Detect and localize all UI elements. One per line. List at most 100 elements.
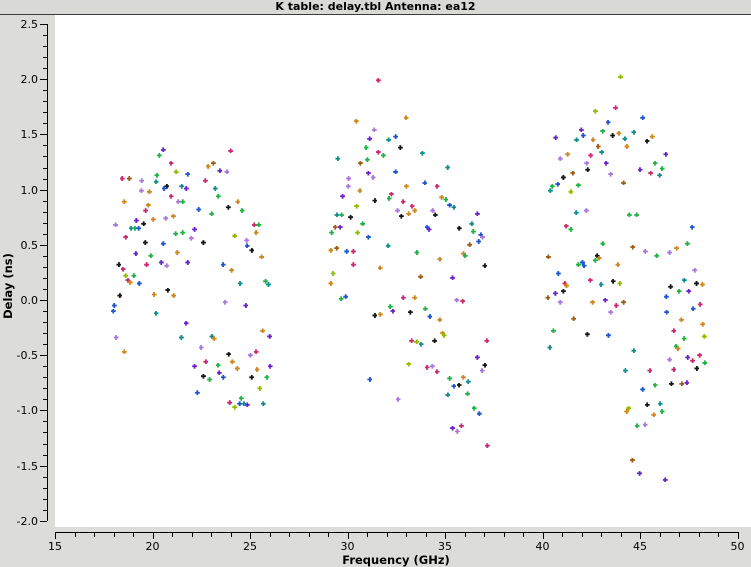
data-point bbox=[441, 332, 447, 338]
data-point bbox=[694, 280, 700, 286]
data-point bbox=[613, 303, 619, 309]
data-point bbox=[119, 176, 125, 182]
y-axis-title: Delay (ns) bbox=[1, 253, 15, 319]
x-minor-tick bbox=[191, 533, 193, 537]
data-point bbox=[409, 203, 415, 209]
data-point bbox=[406, 211, 412, 217]
data-point bbox=[630, 244, 636, 250]
data-point bbox=[338, 296, 344, 302]
y-tick bbox=[40, 520, 47, 522]
data-point bbox=[684, 241, 690, 247]
data-point bbox=[478, 232, 484, 238]
data-point bbox=[460, 298, 466, 304]
data-point bbox=[238, 395, 244, 401]
data-point bbox=[259, 254, 265, 260]
data-point bbox=[267, 363, 273, 369]
data-point bbox=[439, 194, 445, 200]
x-minor-tick bbox=[172, 533, 173, 537]
data-point bbox=[547, 344, 553, 350]
data-point bbox=[649, 134, 655, 140]
y-minor-tick bbox=[43, 35, 47, 37]
y-tick bbox=[40, 134, 47, 136]
y-axis-spine bbox=[47, 24, 48, 521]
data-point bbox=[458, 423, 464, 429]
data-point bbox=[545, 295, 551, 301]
data-point bbox=[484, 338, 490, 344]
data-point bbox=[553, 135, 559, 141]
data-point bbox=[343, 294, 349, 300]
data-point bbox=[675, 346, 681, 352]
data-point bbox=[175, 199, 181, 205]
data-point bbox=[145, 202, 151, 208]
data-point bbox=[143, 208, 149, 214]
data-point bbox=[198, 344, 204, 350]
data-point bbox=[474, 354, 480, 360]
y-tick-label: 0.0 bbox=[20, 294, 39, 307]
data-point bbox=[440, 330, 446, 336]
data-point bbox=[424, 364, 430, 370]
data-point bbox=[110, 308, 116, 314]
data-point bbox=[545, 254, 551, 260]
data-point bbox=[229, 359, 235, 365]
data-point bbox=[568, 189, 574, 195]
data-point bbox=[418, 341, 424, 347]
data-point bbox=[697, 301, 703, 307]
x-minor-tick bbox=[581, 533, 583, 537]
data-point bbox=[330, 271, 336, 276]
data-point bbox=[555, 271, 561, 276]
data-point bbox=[148, 253, 154, 259]
data-point bbox=[467, 242, 473, 248]
data-point bbox=[339, 212, 345, 218]
data-point bbox=[617, 280, 623, 286]
data-point bbox=[194, 390, 200, 396]
data-point bbox=[622, 368, 628, 374]
data-point bbox=[180, 230, 186, 236]
data-point bbox=[146, 189, 152, 195]
data-point bbox=[237, 401, 243, 407]
data-point bbox=[621, 299, 627, 305]
data-point bbox=[637, 470, 643, 476]
data-point bbox=[427, 314, 433, 320]
data-point bbox=[560, 174, 566, 180]
data-point bbox=[136, 280, 142, 286]
x-tick bbox=[347, 533, 349, 539]
data-point bbox=[156, 152, 162, 158]
data-point bbox=[702, 360, 708, 366]
data-point bbox=[367, 376, 373, 382]
data-point bbox=[690, 358, 696, 364]
data-point bbox=[251, 222, 257, 228]
y-minor-tick bbox=[43, 266, 47, 268]
data-point bbox=[180, 199, 186, 205]
y-minor-tick bbox=[43, 46, 47, 48]
data-point bbox=[432, 338, 438, 344]
data-point bbox=[437, 317, 443, 323]
data-point bbox=[400, 295, 406, 301]
data-point bbox=[227, 400, 233, 406]
data-point bbox=[111, 303, 117, 309]
data-point bbox=[418, 274, 424, 280]
data-point bbox=[662, 477, 668, 483]
x-minor-tick bbox=[269, 533, 271, 537]
data-point bbox=[647, 368, 653, 374]
x-tick-label: 30 bbox=[340, 540, 355, 553]
x-minor-tick bbox=[659, 533, 661, 537]
data-point bbox=[684, 380, 690, 386]
x-tick bbox=[250, 533, 251, 539]
data-point bbox=[161, 185, 167, 191]
data-point bbox=[403, 115, 409, 121]
data-point bbox=[583, 208, 589, 214]
y-minor-tick bbox=[43, 487, 47, 489]
data-point bbox=[592, 108, 598, 114]
data-point bbox=[608, 309, 614, 315]
data-point bbox=[699, 282, 705, 288]
data-point bbox=[613, 105, 619, 111]
data-point bbox=[585, 167, 591, 173]
data-point bbox=[212, 185, 218, 191]
data-point bbox=[350, 262, 356, 268]
data-point bbox=[640, 115, 646, 121]
data-point bbox=[370, 174, 376, 180]
data-point bbox=[678, 317, 684, 323]
x-tick bbox=[445, 533, 446, 539]
data-point bbox=[590, 137, 596, 143]
data-point bbox=[622, 136, 628, 142]
